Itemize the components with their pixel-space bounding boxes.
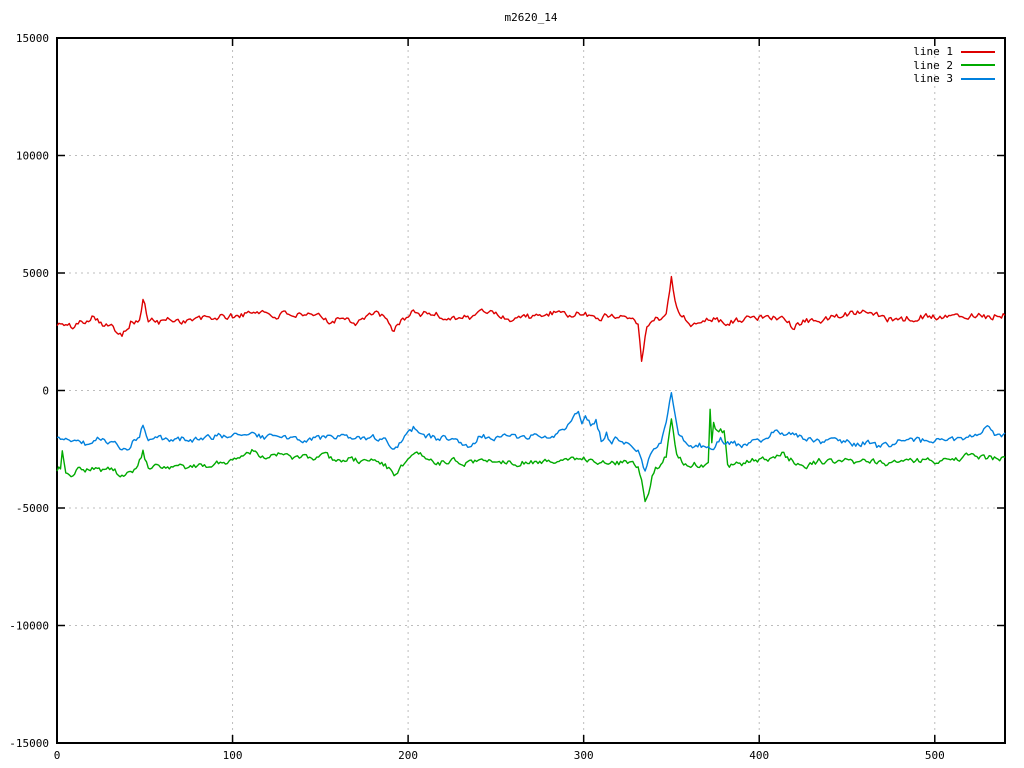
x-tick-label: 0: [54, 749, 61, 762]
legend-line-sample: [961, 50, 995, 53]
series-line-3: [56, 392, 1006, 472]
legend-line-sample: [961, 77, 995, 80]
legend: line 1 line 2 line 3: [820, 45, 1000, 86]
y-tick-label: 5000: [23, 267, 50, 280]
y-tick-label: 0: [42, 385, 49, 398]
x-tick-label: 200: [398, 749, 418, 762]
legend-label: line 2: [913, 58, 953, 72]
legend-label: line 3: [913, 72, 953, 86]
plot-border: [56, 37, 1006, 744]
legend-item: line 3: [820, 72, 1000, 86]
legend-label: line 1: [913, 45, 953, 59]
legend-item: line 1: [820, 45, 1000, 59]
series-line-1: [56, 275, 1006, 362]
y-tick-label: -15000: [9, 737, 49, 750]
y-tick-label: 10000: [16, 150, 49, 163]
y-tick-label: -5000: [16, 502, 49, 515]
x-tick-label: 400: [749, 749, 769, 762]
chart-title: m2620_14: [504, 11, 558, 24]
legend-item: line 2: [820, 59, 1000, 73]
y-tick-label: -10000: [9, 620, 49, 633]
legend-line-sample: [961, 64, 995, 67]
x-tick-label: 300: [574, 749, 594, 762]
x-tick-label: 100: [223, 749, 243, 762]
x-tick-label: 500: [925, 749, 945, 762]
y-tick-label: 15000: [16, 32, 49, 45]
series-line-2: [56, 408, 1006, 503]
